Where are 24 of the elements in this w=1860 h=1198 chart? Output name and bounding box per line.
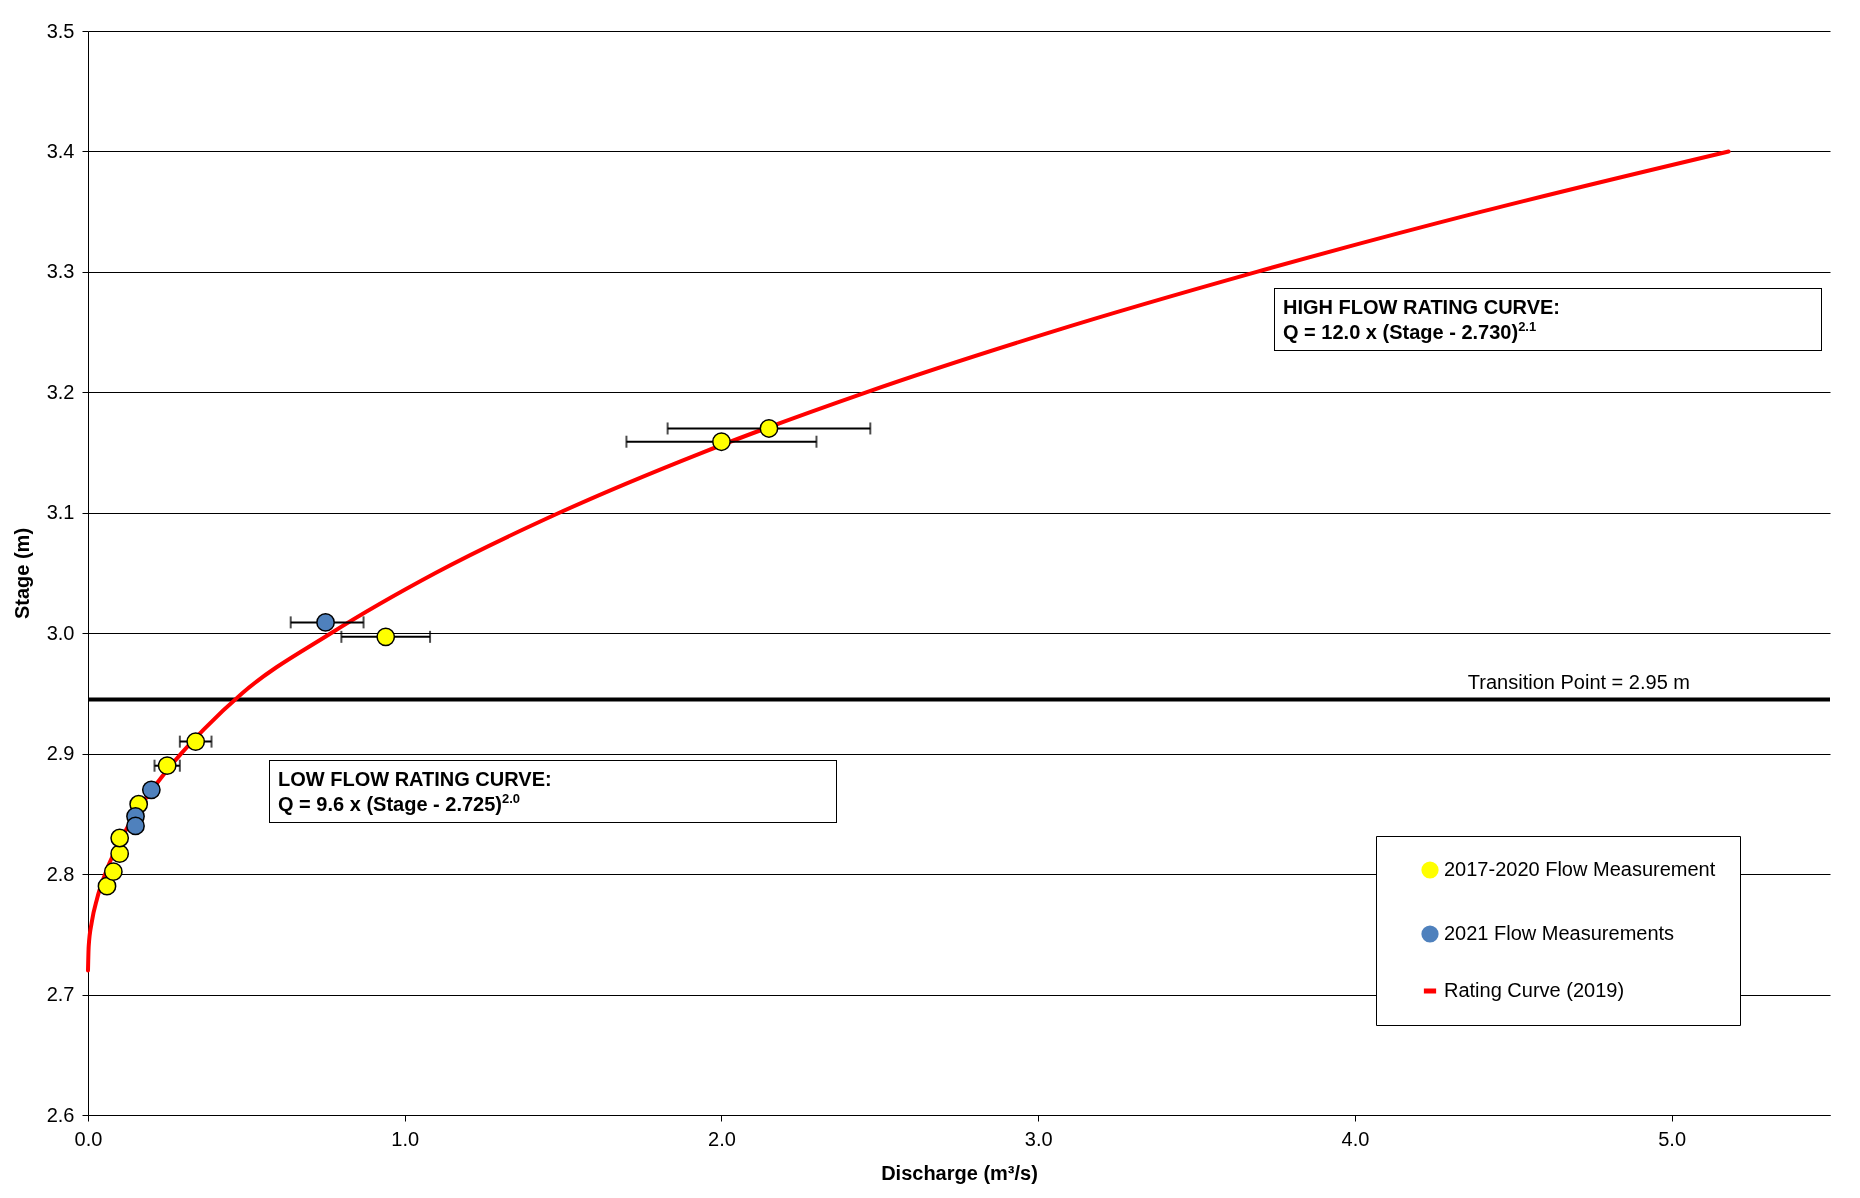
legend-label: 2017-2020 Flow Measurement [1444, 858, 1716, 880]
x-axis-title: Discharge (m³/s) [881, 1161, 1038, 1184]
x-tick-label: 2.0 [708, 1127, 736, 1150]
y-tick-label: 3.3 [46, 260, 75, 283]
x-tick-label: 0.0 [74, 1127, 103, 1150]
ref-line-label: Transition Point = 2.95 m [1467, 671, 1690, 694]
x-tick-label: 3.0 [1024, 1127, 1053, 1150]
text-box: LOW FLOW RATING CURVE: Q = 9.6 x (Stage - 2.725)$^{2.0}$ [269, 760, 837, 823]
legend-label: Rating Curve (2019) [1444, 979, 1625, 1001]
y-axis-title: Stage (m) [10, 527, 33, 620]
y-tick-label: 3.4 [46, 139, 75, 162]
x-tick-label: 5.0 [1658, 1127, 1687, 1150]
y-tick-label: 3.1 [46, 501, 75, 524]
y-tick-label: 2.7 [46, 983, 75, 1006]
y-tick-label: 2.9 [46, 742, 75, 765]
text-box: HIGH FLOW RATING CURVE: Q = 12.0 x (Stage - 2.730)$^{2.1}$ [1274, 288, 1822, 351]
y-tick-label: 3.5 [46, 19, 75, 42]
y-tick-label: 2.8 [46, 862, 75, 885]
y-tick-label: 3.2 [46, 380, 75, 403]
x-tick-label: 1.0 [391, 1127, 420, 1150]
y-tick-label: 3.0 [46, 621, 75, 644]
legend-label: 2021 Flow Measurements [1444, 922, 1675, 944]
y-tick-label: 2.6 [46, 1103, 75, 1126]
x-tick-label: 4.0 [1341, 1127, 1370, 1150]
